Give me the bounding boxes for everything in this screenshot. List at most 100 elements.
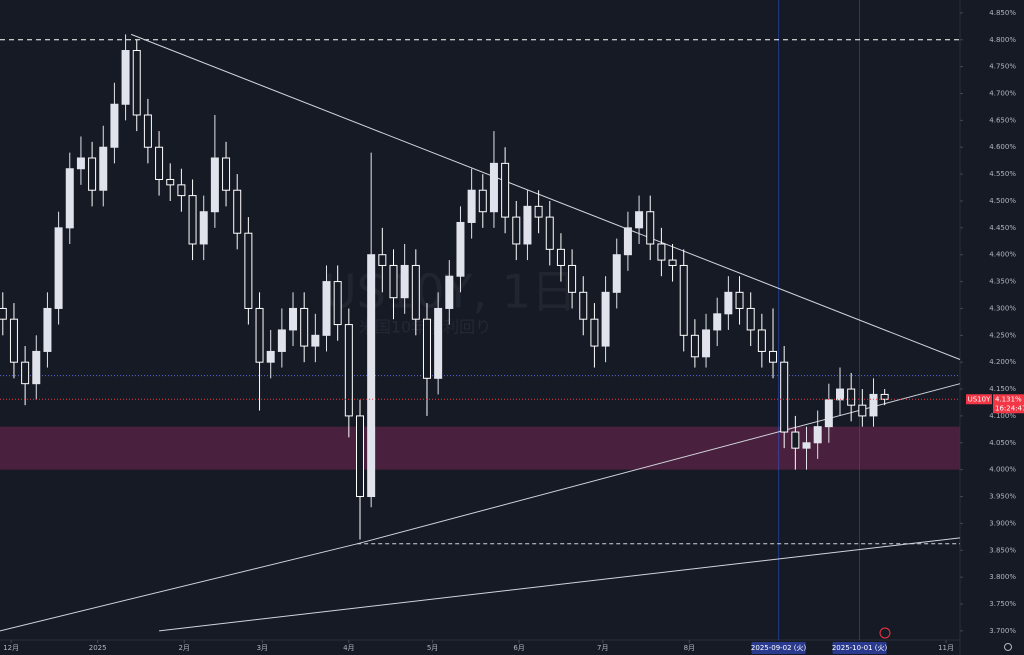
candle-body <box>489 162 498 213</box>
replay-icon[interactable] <box>879 627 891 639</box>
candle-body <box>802 442 811 449</box>
candle-body <box>222 157 231 191</box>
y-tick-label: 4.150% <box>989 385 1016 393</box>
candle-body <box>367 254 376 498</box>
y-tick-label: 3.900% <box>989 519 1016 527</box>
candle-body <box>311 334 320 347</box>
countdown-label: 16:24:47 <box>995 404 1024 412</box>
y-tick-label: 3.950% <box>989 493 1016 501</box>
candle-body <box>344 324 353 417</box>
candle-body <box>132 50 141 116</box>
date-badge <box>751 642 806 654</box>
y-tick-label: 3.750% <box>989 600 1016 608</box>
y-tick-label: 4.000% <box>989 466 1016 474</box>
candle-body <box>400 264 409 299</box>
candle-body <box>724 291 733 315</box>
candle-body <box>590 318 599 347</box>
candle-body <box>858 404 867 417</box>
candle-body <box>199 211 208 245</box>
candle-body <box>378 254 387 266</box>
y-tick-label: 4.450% <box>989 224 1016 232</box>
trend-line <box>130 33 961 360</box>
candle-body <box>54 227 63 309</box>
candle-body <box>780 361 789 433</box>
candle-body <box>333 281 342 326</box>
candle-body <box>177 184 186 197</box>
x-tick-label: 2月 <box>178 644 189 652</box>
candle-body <box>623 227 632 256</box>
settings-icon[interactable] <box>1004 643 1012 651</box>
date-badge-label: 2025-09-02 (火) <box>751 644 807 652</box>
candle-body <box>467 189 476 223</box>
candle-body <box>612 254 621 293</box>
candle-body <box>43 307 52 352</box>
candle-body <box>791 431 800 449</box>
candle-body <box>579 291 588 320</box>
candle-body <box>0 307 7 320</box>
trend-line <box>159 537 961 632</box>
candle-body <box>155 146 164 180</box>
candle-body <box>99 146 108 191</box>
x-tick-label: 4月 <box>343 644 354 652</box>
candle-body <box>389 264 398 299</box>
candle-body <box>824 399 833 428</box>
x-tick-label: 12月 <box>3 644 19 652</box>
candle-body <box>456 221 465 277</box>
y-tick-label: 4.350% <box>989 278 1016 286</box>
candle-body <box>668 259 677 266</box>
candle-body <box>836 388 844 401</box>
y-tick-label: 3.700% <box>989 627 1016 635</box>
y-tick-label: 4.600% <box>989 143 1016 151</box>
y-tick-label: 3.800% <box>989 573 1016 581</box>
candle-body <box>847 388 856 406</box>
candle-body <box>512 216 521 245</box>
candle-body <box>635 211 644 229</box>
y-tick-label: 4.300% <box>989 304 1016 312</box>
candle-body <box>210 157 219 213</box>
symbol-badge <box>966 394 992 405</box>
zone <box>0 426 960 470</box>
y-tick-label: 4.750% <box>989 63 1016 71</box>
x-tick-label: 2025 <box>89 644 107 652</box>
candle-body <box>255 307 264 363</box>
y-tick-label: 4.650% <box>989 116 1016 124</box>
candle-body <box>556 248 565 266</box>
candle-body <box>121 50 130 105</box>
y-tick-label: 4.400% <box>989 251 1016 259</box>
candle-body <box>143 114 152 148</box>
candle-body <box>21 361 30 385</box>
y-tick-label: 4.850% <box>989 9 1016 17</box>
x-tick-label: 8月 <box>684 644 695 652</box>
x-tick-label: 5月 <box>427 644 438 652</box>
date-badge-label: 2025-10-01 (火) <box>832 644 888 652</box>
candle-body <box>523 205 532 245</box>
y-tick-label: 4.100% <box>989 412 1016 420</box>
candle-body <box>322 281 331 336</box>
y-tick-label: 4.700% <box>989 90 1016 98</box>
candle-body <box>244 232 253 309</box>
y-tick-label: 4.550% <box>989 170 1016 178</box>
candle-body <box>9 318 18 363</box>
candle-body <box>32 350 41 385</box>
candle-body <box>277 329 286 352</box>
candle-body <box>88 157 97 191</box>
symbol-label: US10Y <box>968 395 991 403</box>
y-tick-label: 4.050% <box>989 439 1016 447</box>
candle-body <box>76 157 85 170</box>
candle-body <box>501 162 510 218</box>
candle-body <box>880 393 889 400</box>
candle-body <box>735 291 744 309</box>
candle-body <box>746 307 755 331</box>
y-tick-label: 4.250% <box>989 331 1016 339</box>
candle-body <box>769 350 778 363</box>
trend-line <box>0 383 961 632</box>
candle-body <box>702 329 711 358</box>
candle-body <box>188 195 197 245</box>
candle-body <box>568 264 577 293</box>
y-tick-label: 3.850% <box>989 546 1016 554</box>
y-tick-label: 4.500% <box>989 197 1016 205</box>
candle-body <box>679 264 688 336</box>
x-tick-label: 7月 <box>597 644 608 652</box>
price-badge <box>993 394 1024 414</box>
